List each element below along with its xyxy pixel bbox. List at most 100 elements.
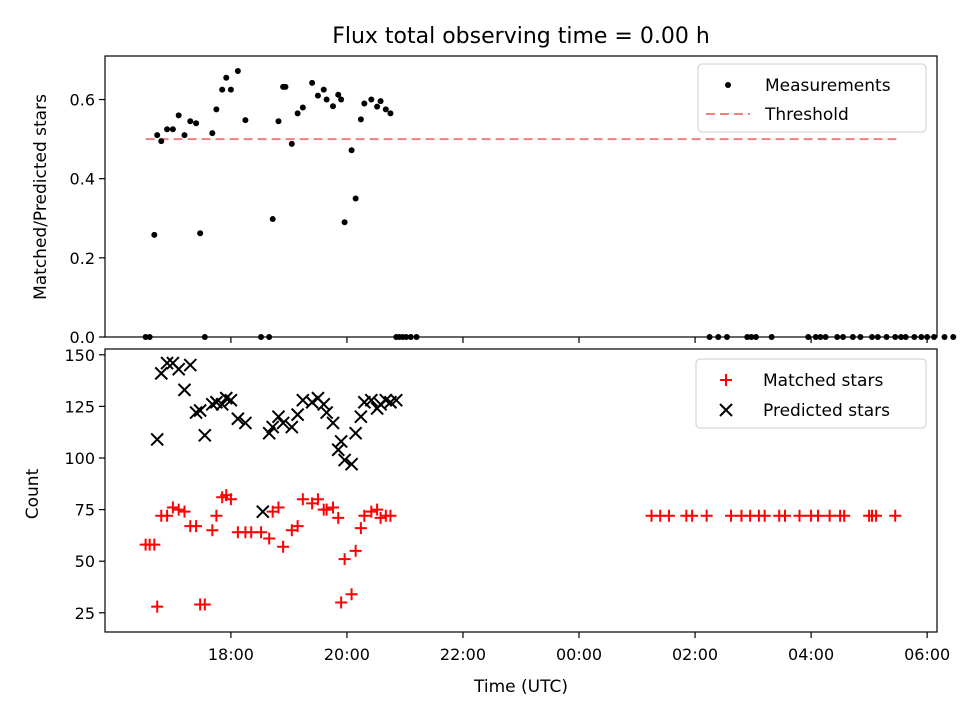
predicted-star-point — [337, 453, 352, 467]
top-y-ticks: 0.0 0.2 0.4 0.6 — [70, 91, 105, 347]
bottom-y-tick-label: 100 — [64, 449, 95, 468]
matched-star-point — [311, 493, 324, 506]
predicted-star-point — [238, 416, 253, 430]
measurement-point — [840, 334, 847, 340]
x-axis-label: Time (UTC) — [473, 677, 568, 697]
predicted-star-point — [154, 366, 168, 381]
measurement-point — [377, 98, 384, 105]
top-legend: Measurements Threshold — [697, 63, 927, 133]
matched-star-point — [206, 524, 219, 537]
predicted-star-point — [276, 416, 290, 430]
matched-star-point — [374, 511, 387, 524]
predicted-star-point — [193, 403, 207, 418]
legend-matched-marker — [720, 374, 732, 386]
matched-star-point — [190, 520, 203, 533]
x-tick-label: 18:00 — [208, 645, 254, 664]
top-y-tick-label: 0.6 — [70, 91, 95, 110]
measurement-point — [175, 112, 182, 119]
measurement-point — [154, 132, 161, 139]
measurement-point — [201, 334, 208, 340]
measurement-point — [822, 334, 829, 340]
measurement-point — [931, 334, 938, 340]
x-tick-label: 22:00 — [440, 645, 486, 664]
predicted-star-point — [354, 409, 368, 424]
matched-star-point — [277, 540, 290, 553]
predicted-star-point — [219, 391, 233, 405]
matched-star-point — [358, 509, 371, 522]
legend-measurements-marker — [725, 82, 731, 88]
predicted-star-point — [326, 416, 340, 430]
matched-star-point — [320, 503, 333, 516]
x-tick-label: 06:00 — [904, 645, 950, 664]
measurement-point — [266, 334, 273, 340]
predicted-star-point — [379, 393, 393, 407]
matched-star-point — [338, 553, 351, 566]
measurement-point — [950, 334, 957, 340]
legend-threshold-label: Threshold — [764, 105, 849, 125]
chart-title: Flux total observing time = 0.00 h — [332, 24, 710, 49]
matched-star-point — [255, 526, 268, 539]
measurement-point — [911, 334, 918, 340]
matched-star-point — [335, 596, 348, 609]
matched-star-point — [838, 509, 851, 522]
measurement-point — [288, 140, 295, 147]
measurement-point — [158, 138, 165, 145]
measurement-point — [338, 96, 345, 103]
measurement-point — [223, 74, 230, 81]
bottom-y-tick-label: 25 — [75, 604, 95, 623]
matched-star-point — [371, 503, 384, 516]
measurement-point — [918, 334, 925, 340]
measurement-point — [320, 86, 327, 93]
top-axes-frame — [104, 55, 938, 338]
matched-star-point — [384, 509, 397, 522]
measurement-point — [197, 230, 204, 237]
matched-star-point — [296, 493, 309, 506]
bottom-y-tick-label: 150 — [64, 346, 95, 365]
legend-predicted-marker — [719, 403, 733, 417]
measurement-point — [323, 96, 330, 103]
x-tick-label: 04:00 — [788, 645, 834, 664]
measurement-point — [151, 231, 158, 238]
matched-star-point — [166, 501, 179, 514]
measurement-point — [403, 334, 410, 340]
matched-star-point — [272, 501, 285, 514]
measurement-point — [883, 334, 890, 340]
matched-star-point — [686, 509, 699, 522]
predicted-star-point — [319, 405, 334, 420]
predicted-star-point — [317, 397, 331, 412]
matched-star-point — [758, 509, 771, 522]
matched-star-point — [291, 520, 304, 533]
measurement-point — [374, 103, 381, 110]
measurement-point — [869, 334, 876, 340]
measurement-point — [715, 334, 722, 340]
matched-star-point — [178, 505, 191, 518]
top-axes — [104, 55, 938, 338]
matched-star-point — [172, 503, 185, 516]
matched-star-point — [161, 509, 174, 522]
measurement-point — [849, 334, 856, 340]
measurement-point — [242, 117, 249, 124]
matched-star-point — [870, 509, 883, 522]
matched-star-point — [778, 509, 791, 522]
predicted-star-point — [150, 432, 164, 447]
measurement-point — [752, 334, 759, 340]
predicted-star-point — [305, 395, 319, 409]
matched-star-point — [725, 509, 738, 522]
bottom-y-axis-label: Count — [23, 468, 43, 519]
measurement-point — [335, 91, 342, 98]
measurement-point — [169, 126, 176, 133]
top-y-tick-label: 0.2 — [70, 249, 95, 268]
bottom-legend: Matched stars Predicted stars — [695, 358, 927, 429]
measurement-point — [258, 334, 265, 340]
measurement-point — [357, 116, 364, 123]
measurement-point — [275, 118, 282, 125]
measurement-point — [874, 334, 881, 340]
measurement-point — [368, 96, 375, 103]
predicted-star-point — [262, 426, 276, 440]
legend-predicted-label: Predicted stars — [763, 401, 890, 421]
predicted-star-point — [389, 393, 403, 407]
predicted-star-point — [198, 428, 212, 442]
bottom-legend-box — [695, 358, 927, 429]
measurement-point — [282, 83, 289, 90]
predicted-star-point — [177, 383, 192, 397]
